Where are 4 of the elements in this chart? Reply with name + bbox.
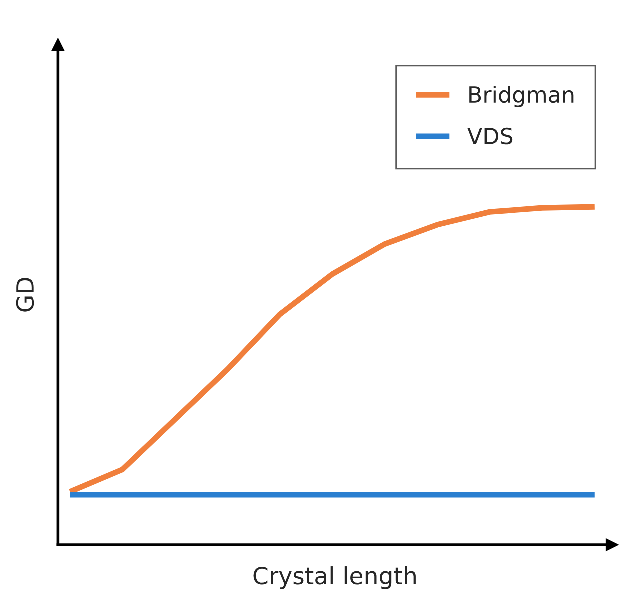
legend-label: VDS — [468, 128, 513, 145]
y-axis-title: GD — [16, 278, 34, 312]
legend-label: Bridgman — [470, 86, 574, 108]
x-axis-title: Crystal length — [254, 566, 416, 590]
